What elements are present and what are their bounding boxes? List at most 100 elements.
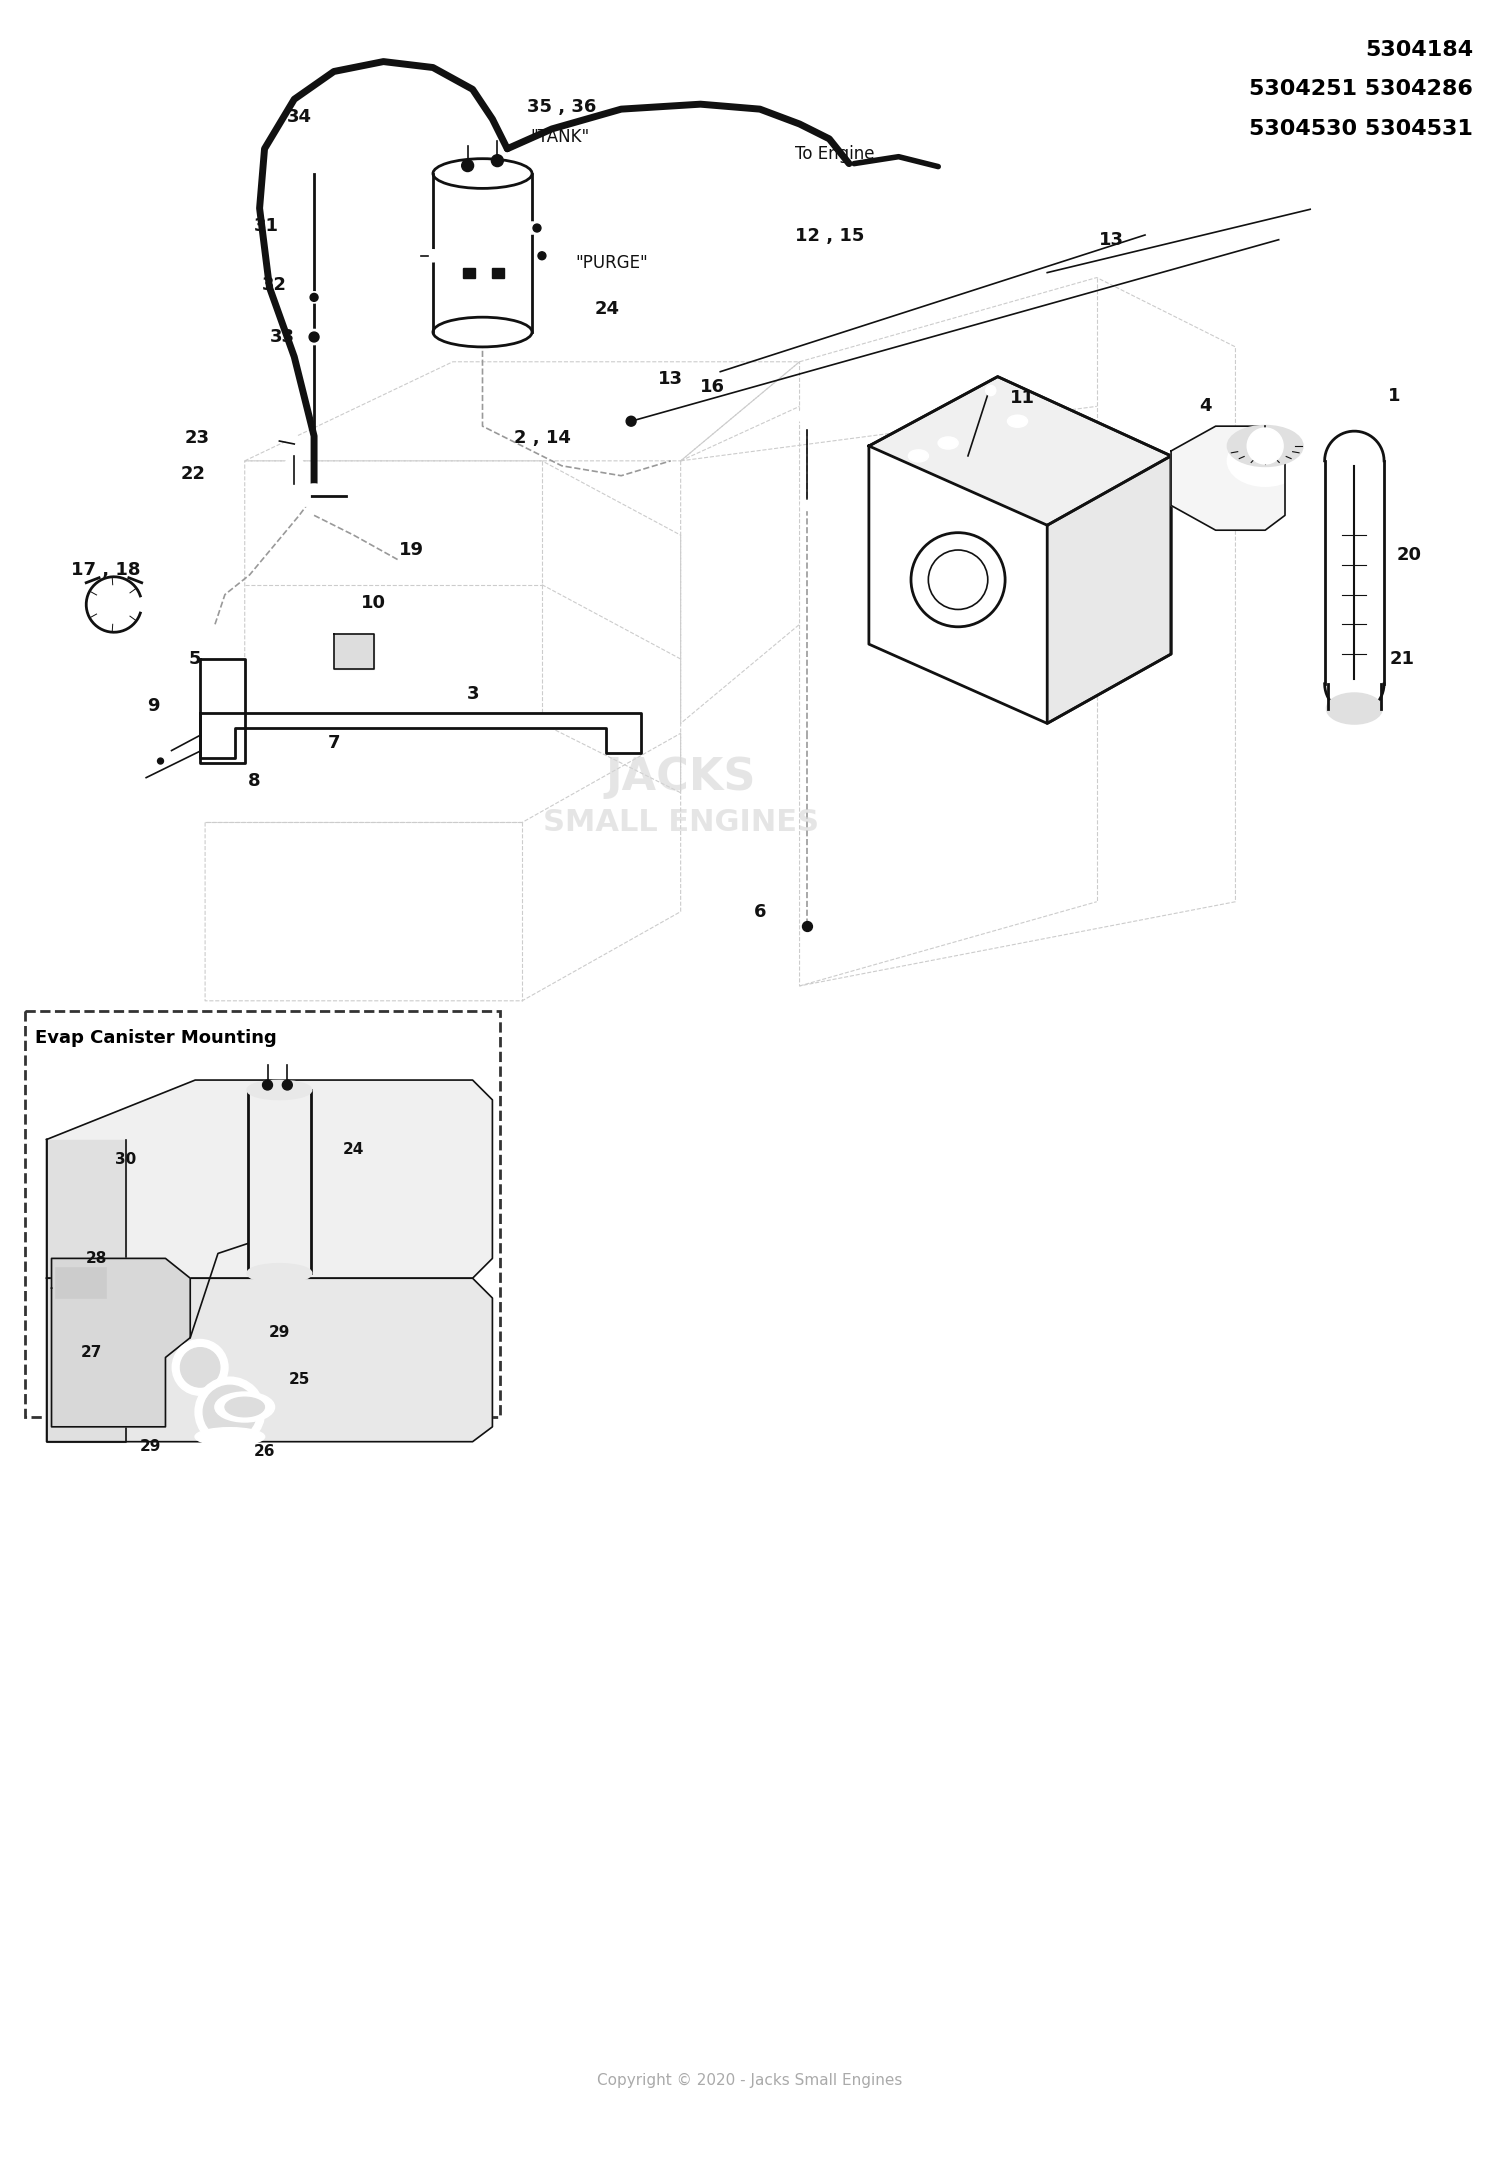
Text: 24: 24: [344, 1143, 364, 1156]
Circle shape: [217, 732, 228, 743]
Text: 10: 10: [362, 593, 386, 611]
Ellipse shape: [433, 317, 532, 348]
Text: 28: 28: [86, 1252, 106, 1267]
Text: 6: 6: [753, 902, 766, 921]
Text: 4: 4: [1200, 398, 1212, 415]
Ellipse shape: [424, 250, 441, 261]
Circle shape: [1280, 233, 1290, 243]
Text: 13: 13: [1100, 230, 1124, 250]
Polygon shape: [51, 1258, 190, 1428]
Text: 5: 5: [189, 650, 201, 667]
Polygon shape: [46, 1139, 126, 1441]
Circle shape: [195, 1378, 264, 1447]
Circle shape: [1146, 228, 1156, 237]
Ellipse shape: [524, 222, 540, 235]
Circle shape: [172, 1339, 228, 1395]
Circle shape: [132, 776, 146, 789]
Text: 16: 16: [700, 378, 724, 395]
Text: 29: 29: [140, 1439, 162, 1454]
Polygon shape: [868, 376, 1172, 724]
Text: 33: 33: [270, 328, 296, 346]
Text: 20: 20: [1396, 545, 1422, 565]
Text: 13: 13: [658, 369, 682, 387]
Text: 35 , 36: 35 , 36: [526, 98, 597, 115]
Text: 3: 3: [466, 684, 478, 702]
Text: 12 , 15: 12 , 15: [795, 226, 864, 246]
Ellipse shape: [909, 450, 928, 463]
Text: 2 , 14: 2 , 14: [513, 428, 570, 448]
Text: 30: 30: [116, 1152, 136, 1167]
Circle shape: [282, 1080, 292, 1091]
Ellipse shape: [1008, 415, 1028, 428]
Circle shape: [160, 748, 171, 758]
Circle shape: [462, 159, 474, 172]
Bar: [285, 485, 309, 506]
Circle shape: [1248, 428, 1282, 463]
Text: 17 , 18: 17 , 18: [72, 561, 141, 578]
Circle shape: [262, 1080, 273, 1091]
Text: "TANK": "TANK": [530, 128, 590, 146]
Text: 34: 34: [286, 109, 312, 126]
Text: 32: 32: [262, 276, 286, 296]
Ellipse shape: [288, 437, 302, 452]
Text: 31: 31: [254, 217, 279, 235]
Circle shape: [538, 252, 546, 261]
Bar: [26, 1010, 501, 1417]
Text: 27: 27: [81, 1345, 102, 1360]
Circle shape: [202, 1384, 256, 1439]
Text: JACKS: JACKS: [606, 756, 756, 800]
Ellipse shape: [801, 500, 814, 511]
Text: 19: 19: [399, 541, 423, 558]
Text: 26: 26: [254, 1445, 276, 1458]
Ellipse shape: [195, 1428, 264, 1445]
Text: 22: 22: [180, 465, 206, 482]
Ellipse shape: [928, 550, 988, 608]
Bar: [57, 1269, 106, 1297]
Circle shape: [802, 921, 813, 932]
Circle shape: [180, 1347, 220, 1386]
Text: 5304530 5304531: 5304530 5304531: [1250, 120, 1473, 139]
Text: Evap Canister Mounting: Evap Canister Mounting: [34, 1030, 276, 1047]
Text: Copyright © 2020 - Jacks Small Engines: Copyright © 2020 - Jacks Small Engines: [597, 2073, 903, 2088]
Polygon shape: [200, 658, 244, 763]
Ellipse shape: [433, 159, 532, 189]
Ellipse shape: [306, 293, 322, 302]
Polygon shape: [46, 1080, 492, 1278]
Polygon shape: [46, 1278, 492, 1441]
Ellipse shape: [248, 1265, 310, 1282]
Polygon shape: [200, 713, 640, 758]
Text: SMALL ENGINES: SMALL ENGINES: [543, 808, 819, 837]
Circle shape: [986, 385, 996, 395]
Text: 25: 25: [288, 1371, 310, 1386]
Ellipse shape: [798, 409, 816, 424]
Text: 23: 23: [184, 428, 210, 448]
Text: 7: 7: [327, 734, 340, 752]
Bar: [462, 267, 474, 278]
Circle shape: [310, 293, 318, 302]
Polygon shape: [868, 376, 1172, 526]
Ellipse shape: [298, 485, 328, 506]
Text: "PURGE": "PURGE": [574, 254, 648, 272]
Text: 21: 21: [1389, 650, 1414, 667]
Text: 8: 8: [249, 771, 261, 789]
Circle shape: [492, 154, 504, 167]
Circle shape: [158, 758, 164, 765]
Bar: [492, 267, 504, 278]
Ellipse shape: [1228, 426, 1302, 465]
Ellipse shape: [214, 1393, 274, 1421]
Text: 5304251 5304286: 5304251 5304286: [1250, 80, 1473, 100]
Polygon shape: [1047, 456, 1172, 724]
Polygon shape: [1172, 426, 1286, 530]
Circle shape: [532, 224, 542, 233]
Circle shape: [1311, 204, 1322, 213]
Text: 29: 29: [268, 1326, 290, 1341]
Text: 1: 1: [1388, 387, 1400, 406]
Circle shape: [626, 417, 636, 426]
Circle shape: [309, 332, 320, 341]
Ellipse shape: [285, 456, 303, 480]
Ellipse shape: [910, 532, 1005, 626]
Text: 5304184: 5304184: [1365, 39, 1473, 61]
Text: 24: 24: [596, 300, 619, 317]
Ellipse shape: [1328, 693, 1382, 724]
Text: To Engine: To Engine: [795, 146, 874, 163]
